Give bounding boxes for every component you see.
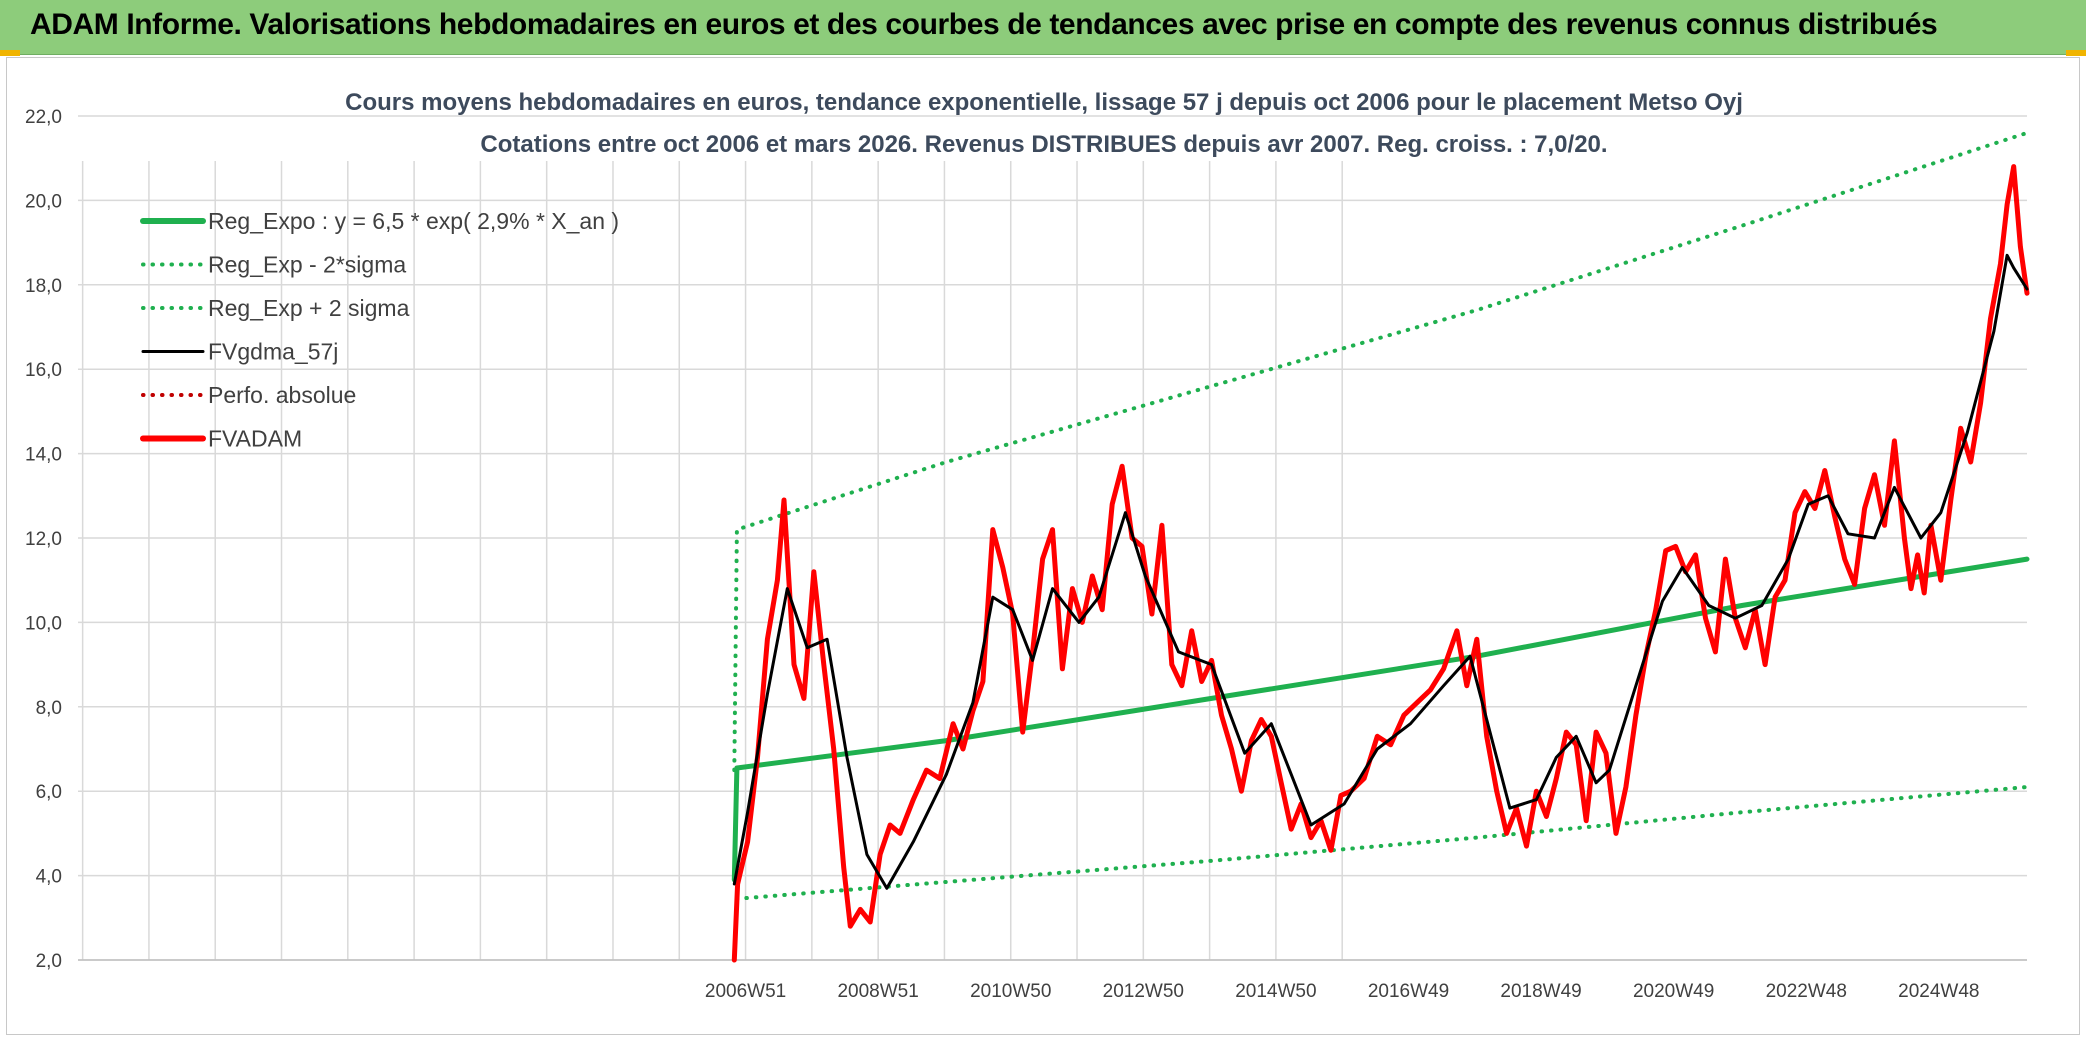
chart-title: Cours moyens hebdomadaires en euros, ten… [345, 89, 1743, 116]
corner-mark-left [0, 50, 20, 56]
y-tick-label: 16,0 [25, 360, 62, 381]
legend-label: Reg_Expo : y = 6,5 * exp( 2,9% * X_an ) [208, 208, 619, 234]
y-axis-ticks: 2,0 4,0 6,0 8,0 10,0 12,0 14,0 16,0 18,0 20,0 22,0 [25, 107, 62, 972]
legend-label: Perfo. absolue [208, 382, 356, 408]
legend-label: FVADAM [208, 426, 302, 452]
y-tick-label: 2,0 [36, 951, 62, 972]
x-tick-label: 2014W50 [1235, 981, 1316, 1002]
x-tick-label: 2008W51 [837, 981, 918, 1002]
legend-label: Reg_Exp + 2 sigma [208, 295, 410, 321]
series-line-1 [734, 785, 2029, 901]
corner-mark-right [2066, 50, 2086, 56]
y-tick-label: 6,0 [36, 782, 62, 803]
y-tick-label: 4,0 [36, 867, 62, 888]
legend: Reg_Expo : y = 6,5 * exp( 2,9% * X_an ) R… [140, 208, 619, 452]
x-tick-label: 2006W51 [705, 981, 786, 1002]
x-tick-label: 2018W49 [1500, 981, 1581, 1002]
series-line-3 [732, 253, 2029, 890]
x-tick-label: 2022W48 [1766, 981, 1847, 1002]
legend-label: Reg_Exp - 2*sigma [208, 252, 406, 278]
series-line-0 [731, 556, 2030, 883]
y-tick-label: 10,0 [25, 613, 62, 634]
x-tick-label: 2020W49 [1633, 981, 1714, 1002]
y-tick-label: 18,0 [25, 276, 62, 297]
report-banner: ADAM Informe. Valorisations hebdomadaire… [0, 0, 2086, 55]
series-line-5 [731, 164, 2030, 963]
x-tick-label: 2016W49 [1368, 981, 1449, 1002]
y-tick-label: 12,0 [25, 529, 62, 550]
y-tick-label: 14,0 [25, 445, 62, 466]
legend-label: FVgdma_57j [208, 339, 338, 365]
chart-frame [6, 57, 2080, 1035]
report-title: ADAM Informe. Valorisations hebdomadaire… [30, 8, 1938, 41]
x-tick-label: 2012W50 [1103, 981, 1184, 1002]
series-line-2 [732, 130, 2029, 773]
y-tick-label: 20,0 [25, 191, 62, 212]
x-axis-ticks: 2006W51 2008W51 2010W50 2012W50 2014W50 2016W… [705, 981, 1980, 1002]
series-lines [731, 130, 2030, 963]
y-tick-label: 8,0 [36, 698, 62, 719]
x-tick-label: 2010W50 [970, 981, 1051, 1002]
y-tick-label: 22,0 [25, 107, 62, 128]
chart-subtitle: Cotations entre oct 2006 et mars 2026. R… [480, 131, 1607, 158]
x-tick-label: 2024W48 [1898, 981, 1979, 1002]
